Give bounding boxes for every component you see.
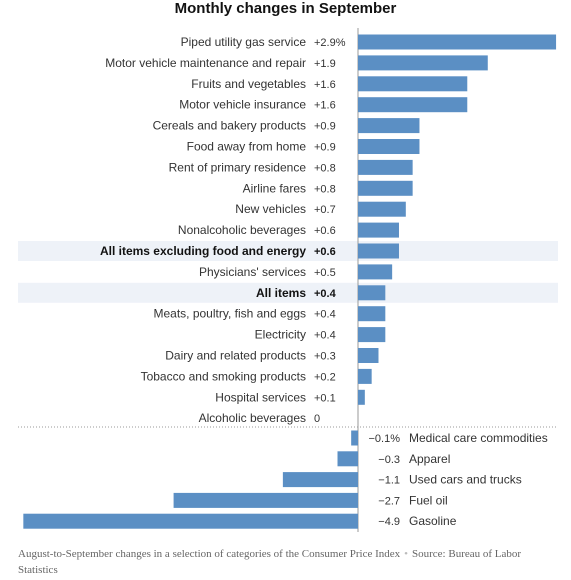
label-gasoline: Gasoline xyxy=(409,514,457,528)
label-meats-poultry-fish-and-eggs: Meats, poultry, fish and eggs xyxy=(153,307,306,321)
label-food-away-from-home: Food away from home xyxy=(187,140,307,154)
bar-hospital-services xyxy=(358,389,365,405)
label-electricity: Electricity xyxy=(255,328,306,342)
label-all-items: All items xyxy=(256,286,306,300)
label-new-vehicles: New vehicles xyxy=(235,202,306,216)
value-used-cars-and-trucks: −1.1 xyxy=(378,475,400,487)
labels: Piped utility gas service +2.9% Motor vehi… xyxy=(100,35,548,528)
value-gasoline: −4.9 xyxy=(378,516,400,528)
value-airline-fares: +0.8 xyxy=(314,183,336,195)
label-cereals-and-bakery-products: Cereals and bakery products xyxy=(153,119,306,133)
value-fruits-and-vegetables: +1.6 xyxy=(314,79,336,91)
bar-apparel xyxy=(337,451,358,467)
value-nonalcoholic-beverages: +0.6 xyxy=(314,225,336,237)
bar-piped-utility-gas-service xyxy=(358,34,557,50)
bar-motor-vehicle-insurance xyxy=(358,97,468,113)
label-hospital-services: Hospital services xyxy=(215,390,306,404)
bar-new-vehicles xyxy=(358,201,406,217)
highlight-all-items-excluding-food-and-energy xyxy=(18,241,558,261)
label-alcoholic-beverages: Alcoholic beverages xyxy=(199,411,306,425)
bar-tobacco-and-smoking-products xyxy=(358,368,372,384)
label-motor-vehicle-insurance: Motor vehicle insurance xyxy=(179,98,306,112)
label-physicians-services: Physicians' services xyxy=(199,265,306,279)
label-medical-care-commodities: Medical care commodities xyxy=(409,431,548,445)
value-alcoholic-beverages: 0 xyxy=(314,413,320,425)
bar-physicians-services xyxy=(358,264,393,280)
bar-all-items-excluding-food-and-energy xyxy=(358,243,399,259)
label-nonalcoholic-beverages: Nonalcoholic beverages xyxy=(178,223,306,237)
bar-cereals-and-bakery-products xyxy=(358,118,420,134)
label-piped-utility-gas-service: Piped utility gas service xyxy=(181,35,307,49)
bar-meats-poultry-fish-and-eggs xyxy=(358,306,386,322)
bar-medical-care-commodities xyxy=(351,430,358,446)
footnote-text: August-to-September changes in a selecti… xyxy=(18,548,401,560)
value-all-items-excluding-food-and-energy: +0.6 xyxy=(314,246,336,258)
bars xyxy=(23,34,557,529)
value-rent-of-primary-residence: +0.8 xyxy=(314,162,336,174)
bar-all-items xyxy=(358,285,386,301)
value-cereals-and-bakery-products: +0.9 xyxy=(314,121,336,133)
bar-food-away-from-home xyxy=(358,139,420,154)
value-hospital-services: +0.1 xyxy=(314,392,336,404)
value-medical-care-commodities: −0.1% xyxy=(369,433,401,445)
footnote-separator: • xyxy=(404,548,408,560)
bar-electricity xyxy=(358,327,386,343)
label-fruits-and-vegetables: Fruits and vegetables xyxy=(191,77,306,91)
value-tobacco-and-smoking-products: +0.2 xyxy=(314,371,336,383)
value-fuel-oil: −2.7 xyxy=(378,495,400,507)
value-food-away-from-home: +0.9 xyxy=(314,142,336,154)
label-motor-vehicle-maintenance-and-repair: Motor vehicle maintenance and repair xyxy=(105,56,306,70)
value-meats-poultry-fish-and-eggs: +0.4 xyxy=(314,309,336,321)
bar-airline-fares xyxy=(358,180,413,196)
value-motor-vehicle-maintenance-and-repair: +1.9 xyxy=(314,58,336,70)
bar-motor-vehicle-maintenance-and-repair xyxy=(358,55,488,71)
value-all-items: +0.4 xyxy=(314,288,337,300)
bar-fruits-and-vegetables xyxy=(358,76,468,92)
value-piped-utility-gas-service: +2.9% xyxy=(314,37,346,49)
bar-fuel-oil xyxy=(173,492,358,508)
label-airline-fares: Airline fares xyxy=(243,181,306,195)
bar-dairy-and-related-products xyxy=(358,348,379,363)
label-all-items-excluding-food-and-energy: All items excluding food and energy xyxy=(100,244,306,258)
label-fuel-oil: Fuel oil xyxy=(409,493,448,507)
value-electricity: +0.4 xyxy=(314,330,336,342)
value-physicians-services: +0.5 xyxy=(314,267,336,279)
value-new-vehicles: +0.7 xyxy=(314,204,336,216)
footnote: August-to-September changes in a selecti… xyxy=(18,546,558,578)
value-dairy-and-related-products: +0.3 xyxy=(314,351,336,363)
label-rent-of-primary-residence: Rent of primary residence xyxy=(169,160,307,174)
value-apparel: −0.3 xyxy=(378,454,400,466)
highlight-all-items xyxy=(18,282,558,303)
bar-gasoline xyxy=(23,513,359,529)
label-apparel: Apparel xyxy=(409,452,450,466)
footnote-source: Source: Bureau of Labor Statistics xyxy=(18,548,522,576)
chart-title: Monthly changes in September xyxy=(174,0,397,17)
value-motor-vehicle-insurance: +1.6 xyxy=(314,100,336,112)
bar-chart: Piped utility gas service +2.9% Motor vehi… xyxy=(18,28,558,532)
label-dairy-and-related-products: Dairy and related products xyxy=(165,349,306,363)
bar-nonalcoholic-beverages xyxy=(358,222,399,238)
bar-used-cars-and-trucks xyxy=(282,472,358,488)
label-used-cars-and-trucks: Used cars and trucks xyxy=(409,473,522,487)
highlight-bands xyxy=(18,241,558,303)
bar-rent-of-primary-residence xyxy=(358,159,413,175)
label-tobacco-and-smoking-products: Tobacco and smoking products xyxy=(141,369,306,383)
